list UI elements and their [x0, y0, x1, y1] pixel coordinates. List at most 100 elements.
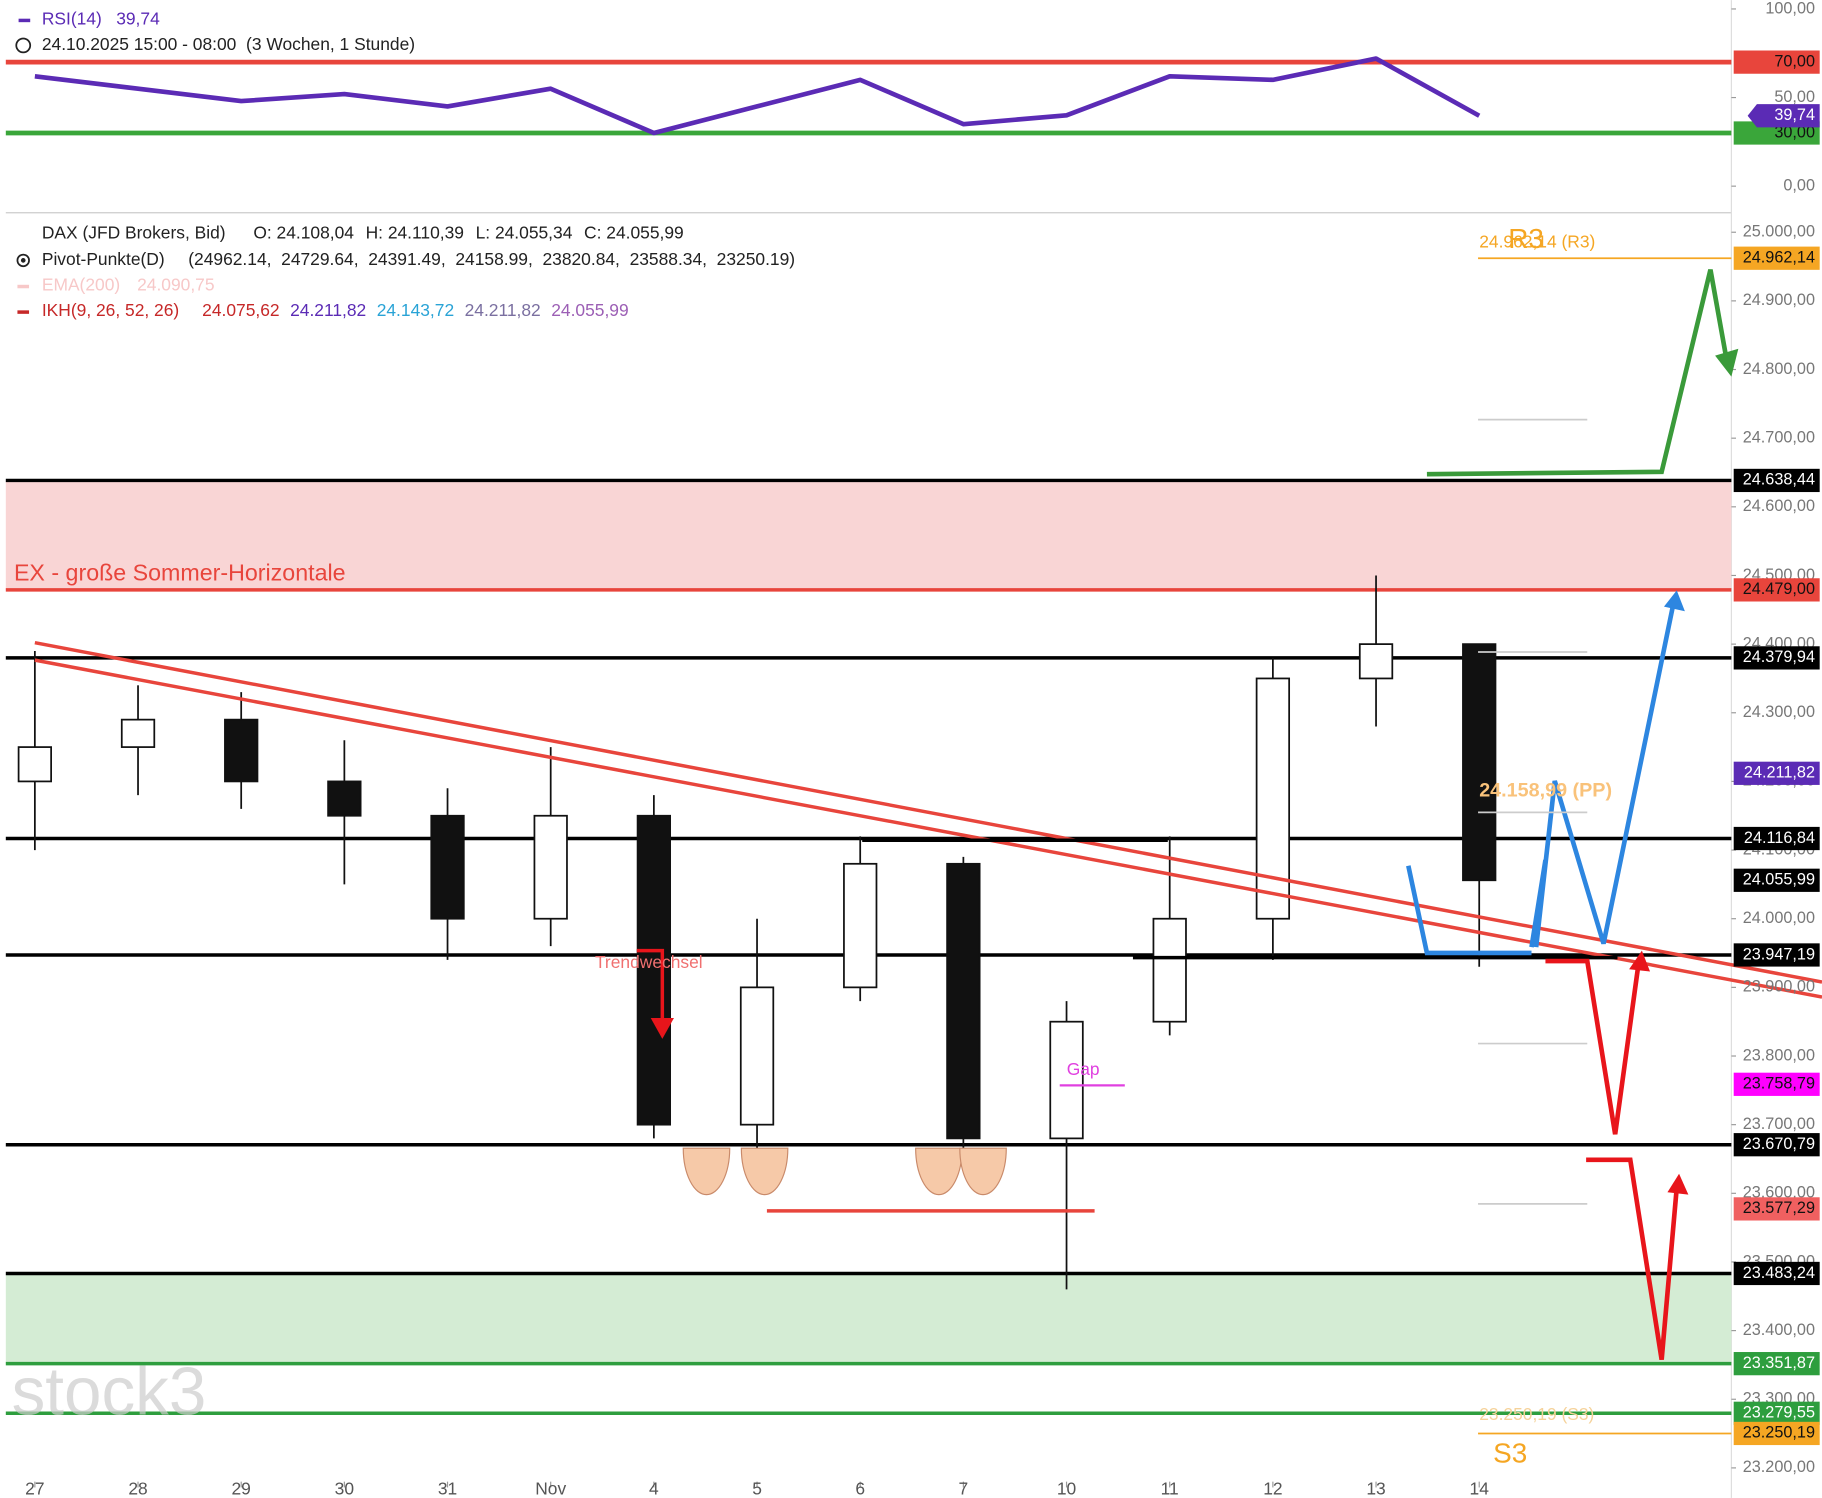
annotation: Gap [1067, 1059, 1100, 1079]
candle-body [533, 814, 568, 920]
candle-body [1462, 643, 1497, 882]
candle-body [327, 780, 362, 817]
x-tick-label: 6 [855, 1478, 865, 1498]
level-box [1733, 246, 1820, 270]
pivot-icon [20, 258, 26, 263]
y-tick-label: 23.900,00 [1743, 978, 1815, 996]
bottom-mark [682, 1147, 731, 1196]
pivot-lines [1478, 418, 1588, 1205]
candle-body [946, 862, 981, 1140]
level-label: 23.351,87 [1743, 1354, 1815, 1372]
rsi-line [34, 56, 1481, 136]
x-tick-label: 13 [1366, 1478, 1385, 1498]
level-label: 23.483,24 [1743, 1264, 1815, 1282]
pivot-label: 24.158,99 (PP) [1479, 780, 1612, 802]
level-box [1733, 1133, 1820, 1157]
candle-body [739, 986, 775, 1126]
level-box [1733, 1197, 1820, 1221]
ikh-title: IKH(9, 26, 52, 26) [42, 300, 179, 320]
level-label: 24.379,94 [1743, 648, 1815, 666]
arrow [1406, 865, 1532, 956]
level-box [1733, 868, 1820, 892]
ohlc-label: O: 24.108,04 [253, 222, 354, 242]
y-tick-label: 50,00 [1774, 88, 1815, 106]
ikh-value: 24.055,99 [551, 300, 628, 320]
last-value-label: 39,74 [1774, 106, 1815, 124]
annotation: Trendwechsel [595, 952, 703, 972]
arrow-head [1663, 590, 1685, 612]
x-tick-label: 28 [128, 1478, 147, 1498]
rsi-value: 39,74 [116, 8, 160, 28]
x-tick-label: 4 [649, 1478, 659, 1498]
level-box [1733, 943, 1820, 967]
x-tick-label: 27 [25, 1478, 44, 1498]
y-tick-label: 70,00 [1774, 52, 1815, 70]
clock-icon [15, 37, 32, 54]
arrow [1529, 859, 1548, 948]
y-tick-label: 24.900,00 [1743, 291, 1815, 309]
bottom-mark [740, 1147, 789, 1196]
user-drawings [15, 18, 1822, 1360]
last-value-box [1747, 104, 1820, 128]
level-box [1733, 1072, 1820, 1096]
arrow [1533, 603, 1676, 948]
bottom-mark [959, 1147, 1007, 1196]
candle-body [843, 862, 878, 989]
ikh-value: 24.211,82 [465, 300, 541, 320]
rsi-subtitle: 24.10.2025 15:00 - 08:00 (3 Wochen, 1 St… [42, 34, 415, 54]
level-box [1733, 646, 1820, 670]
level-label: 23.947,19 [1743, 945, 1815, 963]
candle-body [636, 814, 672, 1126]
level-label: 23.279,55 [1743, 1404, 1815, 1422]
arrow [1586, 1157, 1680, 1360]
level-box [1733, 761, 1820, 785]
candle-body [1049, 1020, 1084, 1140]
ikh-value: 24.075,62 [202, 300, 279, 320]
pivot-label: 23.250,19 (S3) [1479, 1404, 1594, 1424]
arrow-head [1667, 1173, 1689, 1195]
y-tick-label: 25.000,00 [1743, 223, 1815, 241]
legend-swatch [17, 310, 30, 314]
y-tick-label: 23.700,00 [1743, 1115, 1815, 1133]
zone [5, 480, 1732, 590]
y-tick-label: 30,00 [1774, 123, 1815, 141]
y-tick-label: 24.800,00 [1743, 360, 1815, 378]
zone [5, 1273, 1732, 1364]
y-tick-label: 23.200,00 [1743, 1458, 1815, 1476]
trendline [34, 658, 1822, 999]
level-box [1733, 826, 1820, 851]
bottoms [682, 1147, 1007, 1196]
y-tick-label: 23.600,00 [1743, 1184, 1815, 1202]
y-tick-label: 24.600,00 [1743, 497, 1815, 515]
level-label: 24.479,00 [1743, 580, 1815, 598]
level-label: 24.116,84 [1744, 829, 1815, 847]
ikh-value: 24.143,72 [377, 300, 454, 320]
candle-body [17, 746, 52, 783]
x-tick-label: 14 [1470, 1478, 1490, 1498]
pivot-values: (24962.14, 24729.64, 24391.49, 24158.99,… [188, 249, 795, 269]
pivot-icon [16, 253, 30, 268]
arrow [1545, 958, 1641, 1135]
level-box [1733, 578, 1820, 602]
legend-swatch [17, 284, 30, 289]
y-tick-label: 24.300,00 [1743, 703, 1815, 721]
y-tick-label: 24.700,00 [1743, 428, 1815, 446]
level-label: 24.962,14 [1743, 249, 1815, 267]
ema-value: 24.090,75 [137, 275, 214, 295]
ema-title: EMA(200) [42, 275, 120, 295]
ohlc-label: C: 24.055,99 [584, 222, 684, 242]
watermark: stock3 [12, 1355, 207, 1430]
level-box [1733, 1421, 1820, 1446]
x-tick-label: Nov [535, 1478, 566, 1498]
candle-body [120, 718, 156, 748]
trendline [34, 640, 1822, 984]
arrow [636, 948, 665, 1023]
arrow [1426, 269, 1730, 477]
arrow-head [1715, 348, 1739, 377]
y-tick-label: 23.800,00 [1743, 1046, 1815, 1064]
candle-body [224, 718, 259, 783]
price-title: DAX (JFD Brokers, Bid) [42, 222, 226, 242]
zone-label: EX - große Sommer-Horizontale [14, 559, 346, 585]
y-tick-label: 23.400,00 [1743, 1321, 1815, 1339]
